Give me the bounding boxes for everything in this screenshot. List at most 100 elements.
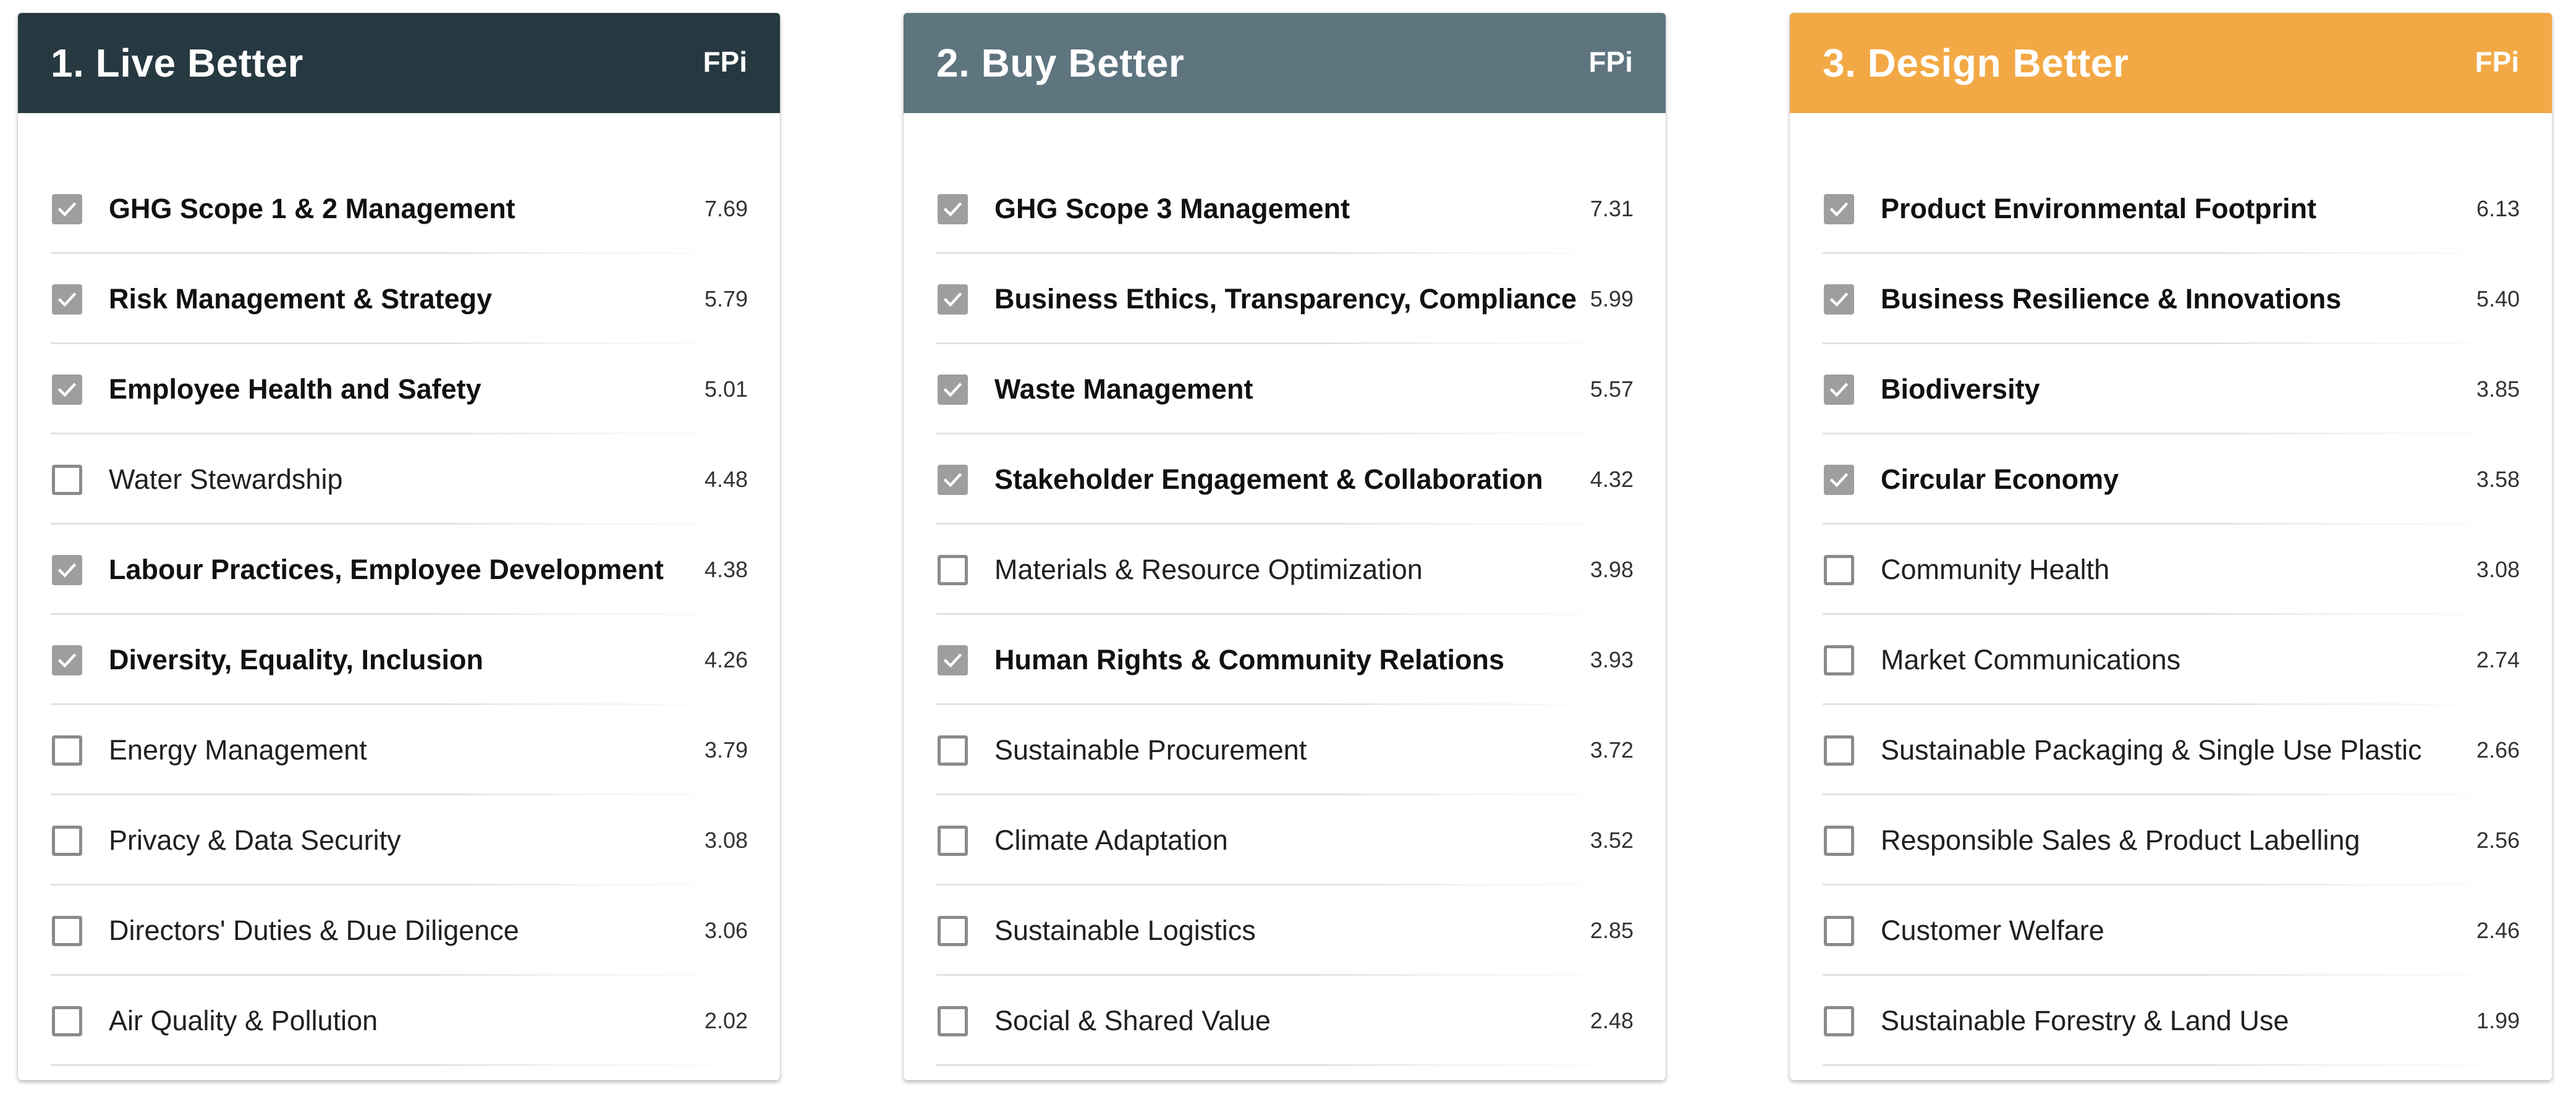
- topic-checkbox[interactable]: [1824, 554, 1854, 585]
- row-divider: [936, 703, 1633, 705]
- row-divider: [1823, 793, 2519, 795]
- fpi-score: 3.58: [2476, 467, 2520, 492]
- row-divider: [936, 342, 1633, 344]
- row-divider: [936, 613, 1633, 615]
- row-divider: [51, 613, 747, 615]
- topic-checkbox[interactable]: [52, 193, 82, 224]
- fpi-score: 5.79: [704, 286, 748, 311]
- fpi-score: 1.99: [2476, 1008, 2520, 1033]
- topic-checkbox[interactable]: [1824, 1005, 1854, 1036]
- topic-checkbox[interactable]: [52, 735, 82, 766]
- fpi-score: 3.06: [704, 918, 748, 943]
- topic-row[interactable]: Employee Health and Safety 5.01: [18, 344, 780, 434]
- topic-checkbox[interactable]: [52, 915, 82, 946]
- topic-checkbox[interactable]: [1824, 464, 1854, 495]
- topic-checkbox[interactable]: [52, 645, 82, 675]
- topic-row[interactable]: Sustainable Forestry & Land Use 1.99: [1790, 976, 2552, 1066]
- topic-label: Privacy & Data Security: [109, 824, 401, 856]
- topic-row[interactable]: Stakeholder Engagement & Collaboration 4.…: [904, 434, 1666, 525]
- topic-label: Air Quality & Pollution: [109, 1005, 378, 1036]
- topic-checkbox[interactable]: [1824, 645, 1854, 675]
- fpi-badge: FPi: [2475, 46, 2519, 78]
- topic-label: Community Health: [1881, 554, 2110, 585]
- row-divider: [936, 252, 1633, 254]
- topic-label: Market Communications: [1881, 644, 2181, 675]
- row-divider: [1823, 613, 2519, 615]
- column-header: 3. Design Better FPi: [1790, 13, 2552, 113]
- row-divider: [51, 793, 747, 795]
- topic-label: Water Stewardship: [109, 463, 343, 495]
- topic-checkbox[interactable]: [938, 735, 968, 766]
- topic-row[interactable]: Biodiversity 3.85: [1790, 344, 2552, 434]
- row-divider: [936, 433, 1633, 434]
- topic-checkbox[interactable]: [1824, 735, 1854, 766]
- topic-checkbox[interactable]: [938, 374, 968, 405]
- topic-row[interactable]: Sustainable Logistics 2.85: [904, 886, 1666, 976]
- topic-row[interactable]: Energy Management 3.79: [18, 705, 780, 795]
- topic-row[interactable]: Air Quality & Pollution 2.02: [18, 976, 780, 1066]
- topic-row[interactable]: Sustainable Packaging & Single Use Plast…: [1790, 705, 2552, 795]
- topic-checkbox[interactable]: [52, 464, 82, 495]
- topic-row[interactable]: GHG Scope 1 & 2 Management 7.69: [18, 164, 780, 254]
- topic-label: Human Rights & Community Relations: [994, 644, 1505, 675]
- topic-row[interactable]: Circular Economy 3.58: [1790, 434, 2552, 525]
- topic-row[interactable]: Product Environmental Footprint 6.13: [1790, 164, 2552, 254]
- topic-row[interactable]: Human Rights & Community Relations 3.93: [904, 615, 1666, 705]
- topic-label: Energy Management: [109, 734, 367, 766]
- topic-row[interactable]: GHG Scope 3 Management 7.31: [904, 164, 1666, 254]
- topic-row[interactable]: Waste Management 5.57: [904, 344, 1666, 434]
- topic-row[interactable]: Business Resilience & Innovations 5.40: [1790, 254, 2552, 344]
- row-divider: [1823, 703, 2519, 705]
- topic-checkbox[interactable]: [1824, 193, 1854, 224]
- fpi-score: 7.31: [1590, 196, 1633, 221]
- row-divider: [51, 703, 747, 705]
- topic-row[interactable]: Sustainable Procurement 3.72: [904, 705, 1666, 795]
- fpi-score: 2.74: [2476, 647, 2520, 672]
- row-divider: [936, 974, 1633, 976]
- topic-row[interactable]: Risk Management & Strategy 5.79: [18, 254, 780, 344]
- topic-checkbox[interactable]: [52, 1005, 82, 1036]
- topic-row[interactable]: Business Ethics, Transparency, Complianc…: [904, 254, 1666, 344]
- fpi-score: 3.08: [704, 827, 748, 853]
- column-title: 2. Buy Better: [936, 41, 1185, 85]
- topic-checkbox[interactable]: [52, 284, 82, 315]
- topic-checkbox[interactable]: [1824, 374, 1854, 405]
- fpi-score: 4.38: [704, 557, 748, 582]
- topic-label: GHG Scope 1 & 2 Management: [109, 193, 515, 224]
- row-divider: [1823, 1064, 2519, 1066]
- topic-checkbox[interactable]: [1824, 284, 1854, 315]
- topic-label: Risk Management & Strategy: [109, 283, 493, 315]
- topic-checkbox[interactable]: [938, 284, 968, 315]
- topic-row[interactable]: Responsible Sales & Product Labelling 2.5…: [1790, 795, 2552, 886]
- topic-checkbox[interactable]: [938, 915, 968, 946]
- topic-checkbox[interactable]: [52, 554, 82, 585]
- topic-checkbox[interactable]: [938, 645, 968, 675]
- topic-checkbox[interactable]: [938, 554, 968, 585]
- topic-checkbox[interactable]: [938, 825, 968, 856]
- fpi-score: 2.85: [1590, 918, 1633, 943]
- topic-checkbox[interactable]: [52, 374, 82, 405]
- row-divider: [51, 433, 747, 434]
- topic-row[interactable]: Privacy & Data Security 3.08: [18, 795, 780, 886]
- row-divider: [936, 523, 1633, 525]
- topic-checkbox[interactable]: [1824, 825, 1854, 856]
- topic-row[interactable]: Diversity, Equality, Inclusion 4.26: [18, 615, 780, 705]
- row-divider: [936, 1064, 1633, 1066]
- row-divider: [936, 884, 1633, 886]
- topic-row[interactable]: Market Communications 2.74: [1790, 615, 2552, 705]
- row-divider: [1823, 974, 2519, 976]
- topic-row[interactable]: Social & Shared Value 2.48: [904, 976, 1666, 1066]
- topic-checkbox[interactable]: [1824, 915, 1854, 946]
- topic-checkbox[interactable]: [938, 1005, 968, 1036]
- topic-checkbox[interactable]: [52, 825, 82, 856]
- topic-row[interactable]: Customer Welfare 2.46: [1790, 886, 2552, 976]
- topic-row[interactable]: Materials & Resource Optimization 3.98: [904, 525, 1666, 615]
- topic-row[interactable]: Climate Adaptation 3.52: [904, 795, 1666, 886]
- topic-row[interactable]: Labour Practices, Employee Development 4.…: [18, 525, 780, 615]
- row-divider: [51, 342, 747, 344]
- topic-row[interactable]: Community Health 3.08: [1790, 525, 2552, 615]
- topic-row[interactable]: Water Stewardship 4.48: [18, 434, 780, 525]
- topic-row[interactable]: Directors' Duties & Due Diligence 3.06: [18, 886, 780, 976]
- topic-checkbox[interactable]: [938, 193, 968, 224]
- topic-checkbox[interactable]: [938, 464, 968, 495]
